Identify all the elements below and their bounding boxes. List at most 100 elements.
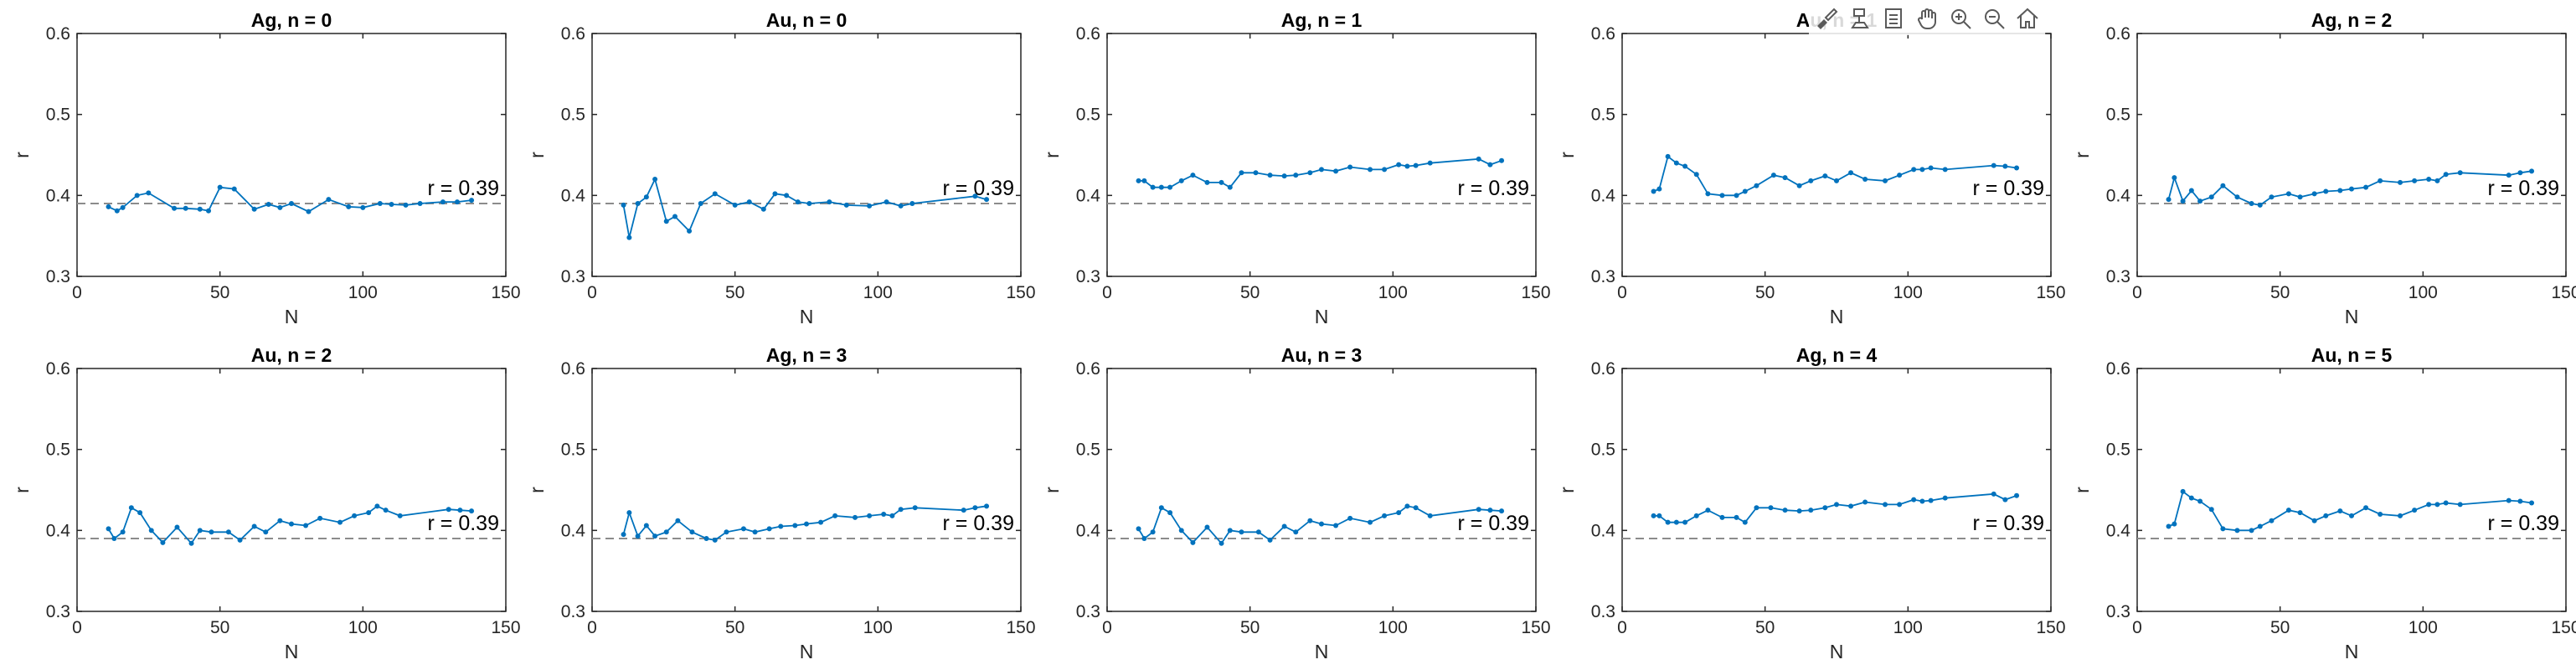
y-tick-label: 0.5: [46, 106, 70, 125]
data-point: [2443, 172, 2449, 178]
data-point: [1942, 167, 1948, 173]
data-point: [1848, 503, 1854, 509]
data-tips-icon[interactable]: [1846, 3, 1874, 34]
x-axis-label: N: [1830, 306, 1844, 327]
data-point: [303, 523, 309, 528]
zoom-out-icon[interactable]: [1980, 3, 2008, 34]
y-tick-label: 0.5: [1591, 441, 1615, 460]
series-line: [1653, 155, 2017, 197]
data-point: [898, 203, 904, 209]
plot-area: [1106, 33, 1537, 277]
data-point: [1768, 505, 1774, 511]
data-point: [2349, 513, 2354, 518]
data-point: [2188, 188, 2194, 193]
y-tick-label: 0.4: [46, 521, 71, 540]
x-tick-label: 100: [1893, 618, 1923, 637]
data-point: [621, 202, 626, 208]
y-tick-label: 0.6: [2106, 359, 2130, 379]
data-point: [912, 505, 918, 511]
y-tick-label: 0.3: [46, 602, 70, 621]
y-axis-label: r: [526, 487, 548, 493]
data-point: [389, 201, 394, 207]
pan-icon[interactable]: [1913, 3, 1941, 34]
data-point: [1883, 502, 1888, 508]
data-point: [784, 193, 790, 198]
data-point: [1682, 163, 1688, 169]
y-tick-label: 0.3: [561, 267, 585, 286]
subplot: Au, n = 2 0 50 100 150 0.3 0.4 0.5 0.6 Nr r = 0.39: [11, 344, 521, 662]
x-tick-label: 50: [725, 283, 744, 302]
data-point: [712, 537, 718, 543]
axes-toolbar: [1809, 2, 2045, 35]
data-point: [698, 201, 703, 206]
subplot: Ag, n = 3 0 50 100 150 0.3 0.4 0.5 0.6 Nr r = 0.39: [526, 344, 1036, 662]
data-point: [2014, 492, 2020, 498]
data-point: [188, 540, 194, 546]
y-tick-label: 0.3: [1076, 267, 1100, 286]
brush-data-icon[interactable]: [1812, 3, 1841, 34]
data-point: [1651, 513, 1656, 518]
data-point: [867, 513, 873, 518]
data-point: [2426, 502, 2432, 508]
data-point: [1499, 157, 1505, 163]
y-tick-label: 0.6: [46, 359, 70, 379]
x-tick-label: 150: [491, 283, 520, 302]
series-line: [1138, 157, 1502, 188]
data-point: [1883, 178, 1888, 183]
data-point: [2517, 170, 2523, 176]
data-point: [1911, 167, 1917, 173]
x-axis-label: N: [800, 641, 814, 662]
data-point: [2257, 523, 2263, 529]
data-point: [1919, 498, 1925, 504]
data-point: [643, 194, 649, 200]
data-point: [652, 533, 658, 539]
x-tick-label: 150: [1006, 618, 1035, 637]
data-point: [1413, 505, 1419, 511]
data-point: [1734, 193, 1739, 198]
x-axis-label: N: [1830, 641, 1844, 662]
x-tick-label: 150: [1521, 283, 1550, 302]
data-point: [1808, 178, 1814, 183]
data-point: [689, 529, 695, 535]
data-point: [1333, 168, 1339, 174]
series-line: [1137, 505, 1502, 545]
data-point: [1822, 505, 1828, 511]
data-point: [197, 206, 203, 212]
data-point: [2208, 507, 2214, 513]
data-point: [1476, 156, 1481, 162]
zoom-in-icon[interactable]: [1946, 3, 1975, 34]
data-point: [2337, 508, 2343, 514]
data-point: [2426, 177, 2432, 182]
data-point: [1190, 539, 1196, 545]
data-point: [867, 203, 873, 209]
data-point: [1347, 164, 1353, 170]
data-point: [2234, 528, 2240, 533]
subplot: Ag, n = 2 0 50 100 150 0.3 0.4 0.5 0.6 Nr r = 0.39: [2071, 9, 2576, 327]
data-point: [972, 505, 978, 511]
reference-annotation: r = 0.39: [1458, 177, 1529, 200]
data-point: [1822, 173, 1828, 179]
y-tick-label: 0.6: [561, 359, 585, 379]
data-point: [289, 201, 294, 206]
series-line: [107, 505, 472, 545]
data-point: [626, 234, 632, 240]
data-point: [134, 193, 140, 198]
data-point: [346, 204, 352, 209]
data-point: [1770, 173, 1776, 178]
reference-annotation: r = 0.39: [2488, 512, 2559, 535]
x-tick-label: 0: [1617, 618, 1627, 637]
x-tick-label: 0: [72, 618, 82, 637]
data-point: [675, 518, 681, 523]
data-point: [1218, 179, 1224, 185]
data-point: [289, 521, 294, 527]
export-icon[interactable]: [1879, 3, 1908, 34]
data-point: [2197, 498, 2203, 504]
data-point: [111, 536, 117, 541]
data-point: [251, 206, 257, 212]
data-point: [703, 536, 709, 541]
restore-view-icon[interactable]: [2013, 3, 2042, 34]
data-point: [2378, 512, 2383, 517]
data-point: [457, 508, 463, 513]
data-point: [146, 190, 152, 196]
series-line: [2168, 490, 2532, 532]
